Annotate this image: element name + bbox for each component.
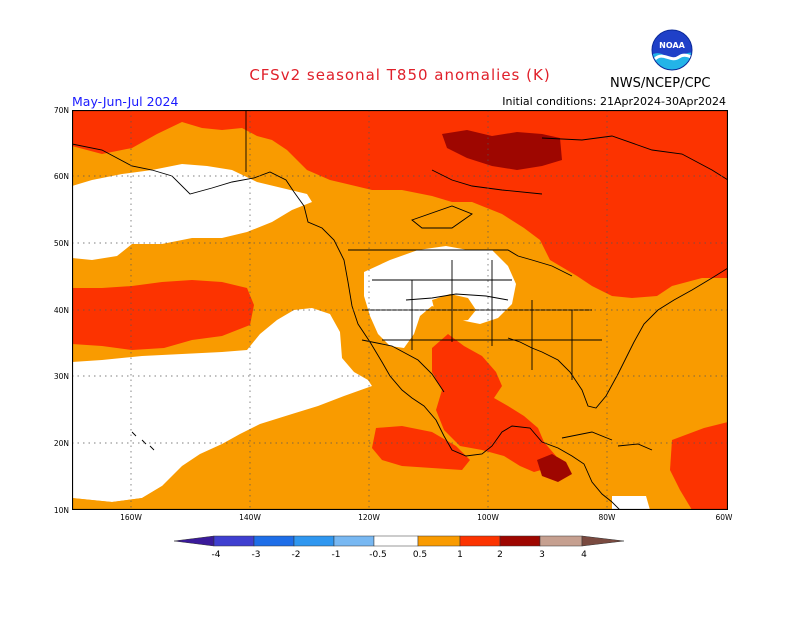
lon-label: 100W [477, 513, 499, 522]
lon-label: 80W [599, 513, 617, 522]
lat-label: 30N [54, 372, 69, 381]
colorbar-tick-label: -2 [292, 550, 301, 560]
map-frame [72, 110, 728, 510]
colorbar-segment-m4-m3 [213, 535, 255, 547]
colorbar-segment-gt-p4 [581, 535, 625, 547]
lat-label: 70N [54, 106, 69, 115]
graticule [72, 110, 728, 510]
lon-label: 140W [239, 513, 261, 522]
colorbar-tick-label: 2 [497, 550, 503, 560]
lon-label: 160W [120, 513, 142, 522]
latitude-axis: 70N 60N 50N 40N 30N 20N 10N [54, 106, 69, 515]
noaa-logo: NOAA [651, 29, 693, 71]
longitude-axis: 160W 140W 120W 100W 80W 60W [120, 513, 734, 522]
forecast-period: May-Jun-Jul 2024 [72, 94, 179, 109]
lat-label: 20N [54, 439, 69, 448]
colorbar-tick-label: -1 [332, 550, 341, 560]
agency-label: NWS/NCEP/CPC [610, 76, 711, 91]
lat-label: 50N [54, 239, 69, 248]
lat-label: 10N [54, 506, 69, 515]
colorbar-tick-label: 1 [457, 550, 463, 560]
lon-label: 60W [716, 513, 734, 522]
lon-label: 120W [358, 513, 380, 522]
colorbar-segment-p05-p1 [417, 535, 461, 547]
colorbar-tick-label: -0.5 [369, 550, 387, 560]
colorbar-tick-label: 3 [539, 550, 545, 560]
colorbar-segment-lt-m4 [174, 535, 215, 547]
anomaly-map [72, 110, 728, 510]
colorbar-tick-label: 0.5 [413, 550, 427, 560]
colorbar-tick-label: -4 [212, 550, 221, 560]
colorbar-segment-neutral [373, 535, 419, 547]
colorbar-segment-p3-p4 [539, 535, 583, 547]
noaa-logo-text: NOAA [659, 41, 685, 50]
lat-label: 40N [54, 306, 69, 315]
colorbar-segment-p2-p3 [499, 535, 541, 547]
colorbar-tick-label: 4 [581, 550, 587, 560]
anomaly-fill-1-2 [72, 110, 728, 510]
chart-title: CFSv2 seasonal T850 anomalies (K) [249, 66, 551, 84]
initial-conditions: Initial conditions: 21Apr2024-30Apr2024 [502, 95, 726, 108]
colorbar-tick-label: -3 [252, 550, 261, 560]
colorbar-segment-m3-m2 [253, 535, 295, 547]
colorbar-legend: -4 -3 -2 -1 -0.5 0.5 1 2 3 4 [174, 535, 625, 560]
colorbar-segment-p1-p2 [459, 535, 501, 547]
colorbar-segment-m2-m1 [293, 535, 335, 547]
anomaly-fill-0.5-1-interior [72, 294, 476, 510]
lat-label: 60N [54, 172, 69, 181]
colorbar-segment-m1-m05 [333, 535, 375, 547]
coastlines-and-borders [72, 110, 728, 510]
anomaly-fill-2-3 [442, 130, 572, 482]
